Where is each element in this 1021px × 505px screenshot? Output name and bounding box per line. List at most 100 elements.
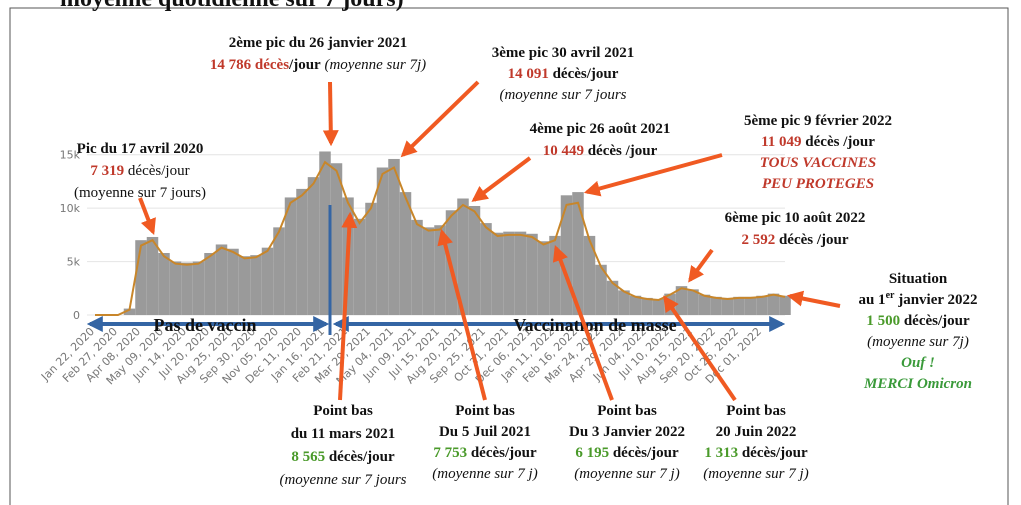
bar <box>491 232 504 315</box>
bar <box>480 223 492 315</box>
annotation-line: 20 Juin 2022 <box>716 424 797 440</box>
bar <box>181 262 193 315</box>
annotation-text: au 1 <box>858 292 885 308</box>
annotation-text: (moyenne sur 7j) <box>321 57 426 73</box>
annotation-line: 1 313 décès/jour <box>704 445 808 461</box>
bar <box>261 247 274 315</box>
annotation-text: Du 5 Juil 2021 <box>439 424 531 440</box>
period-label: Vaccination de masse <box>513 315 676 335</box>
annotation-line: 6 195 décès/jour <box>575 445 679 461</box>
annotation-text: 14 091 <box>508 66 549 82</box>
bar <box>537 241 550 315</box>
bar <box>606 280 619 315</box>
annotation-text: 4ème pic 26 août 2021 <box>530 121 671 137</box>
annotation-line: Du 3 Janvier 2022 <box>569 424 685 440</box>
y-tick-label: 15k <box>60 149 81 162</box>
annotation-text: décès/jour <box>738 445 808 461</box>
annotation-text: décès/jour <box>124 163 189 179</box>
y-tick-label: 0 <box>73 309 80 322</box>
annotation-text: décès/jour <box>467 445 537 461</box>
bar <box>376 167 389 315</box>
pointer-arrow <box>688 248 714 283</box>
pointer-arrow <box>338 211 358 401</box>
annotation-line: 8 565 décès/jour <box>291 449 395 465</box>
bar <box>503 231 515 315</box>
bar <box>549 235 561 315</box>
bar <box>618 290 630 315</box>
annotation-line: (moyenne sur 7 jours <box>499 87 626 103</box>
annotation-line: Point bas <box>726 403 786 419</box>
bar <box>767 293 780 315</box>
bar <box>319 151 331 315</box>
annotation-text: janvier 2022 <box>894 292 977 308</box>
annotation-text: (moyenne sur 7 jours) <box>74 185 206 201</box>
bar <box>779 295 791 315</box>
annotation-line: PEU PROTEGES <box>762 176 874 192</box>
annotation-line: 6ème pic 10 août 2022 <box>725 210 866 226</box>
bar <box>572 192 584 315</box>
annotation-text: 5ème pic 9 février 2022 <box>744 113 892 129</box>
annotation-text: 2 592 <box>741 232 775 248</box>
annotation-line: 3ème pic 30 avril 2021 <box>492 45 634 61</box>
bar <box>353 218 366 315</box>
annotation-line: 1 500 décès/jour <box>866 313 970 329</box>
bar <box>307 177 320 315</box>
frame <box>9 7 1009 505</box>
annotation-line: 2ème pic du 26 janvier 2021 <box>229 35 407 51</box>
chart-title: moyenne quotidienne sur 7 jours) <box>60 0 404 12</box>
pointer-arrow <box>663 295 737 402</box>
pointer-arrow <box>583 153 723 197</box>
annotation-text: (moyenne sur 7j) <box>867 334 969 350</box>
annotation-text: (moyenne sur 7 jours <box>279 472 406 488</box>
annotation-text: (moyenne sur 7 j) <box>432 466 537 482</box>
pointer-arrow <box>437 228 487 401</box>
annotation-text: (moyenne sur 7 jours <box>499 87 626 103</box>
annotation-line: 4ème pic 26 août 2021 <box>530 121 671 137</box>
bar <box>687 289 699 315</box>
annotation-text: 2ème pic du 26 janvier 2021 <box>229 35 407 51</box>
annotation-line: (moyenne sur 7 jours) <box>74 185 206 201</box>
bar <box>227 248 239 315</box>
bar <box>468 205 481 315</box>
annotation-text: décès /jour <box>775 232 849 248</box>
annotation-line: 7 319 décès/jour <box>90 163 189 179</box>
annotation-line: Point bas <box>455 403 515 419</box>
annotation-line: (moyenne sur 7 j) <box>432 466 537 482</box>
y-tick-label: 5k <box>67 256 81 269</box>
annotation-line: 11 049 décès /jour <box>761 134 875 150</box>
bar <box>146 236 159 315</box>
bar <box>756 295 768 315</box>
period-label: Pas de vaccin <box>154 315 257 335</box>
bar <box>434 225 446 315</box>
bar <box>560 195 573 315</box>
annotation-text: 7 753 <box>433 445 467 461</box>
bar <box>652 298 665 315</box>
bar <box>583 235 596 315</box>
annotation-line: du 11 mars 2021 <box>291 426 396 442</box>
bar <box>192 261 205 315</box>
annotation-text: décès/jour <box>549 66 619 82</box>
annotation-line: (moyenne sur 7 j) <box>574 466 679 482</box>
annotation-text: 20 Juin 2022 <box>716 424 797 440</box>
annotation-line: 14 091 décès/jour <box>508 66 619 82</box>
bar <box>629 295 642 315</box>
annotation-line: Ouf ! <box>901 355 935 371</box>
annotation-text: décès /jour <box>584 143 658 159</box>
annotation-text: Ouf ! <box>901 355 935 371</box>
y-tick-label: 10k <box>60 202 81 215</box>
bar <box>135 240 147 315</box>
annotation-line: (moyenne sur 7 jours <box>279 472 406 488</box>
annotation-text: 7 319 <box>90 163 124 179</box>
annotation-text: du 11 mars 2021 <box>291 426 396 442</box>
annotation-text: décès/jour <box>609 445 679 461</box>
annotation-text: Point bas <box>726 403 786 419</box>
bar <box>204 253 216 315</box>
annotation-text: décès/jour <box>325 449 395 465</box>
annotation-line: 2 592 décès /jour <box>741 232 848 248</box>
bar <box>215 244 228 315</box>
annotation-line: (moyenne sur 7j) <box>867 334 969 350</box>
annotation-text: (moyenne sur 7 j) <box>703 466 808 482</box>
pointer-arrow <box>400 80 480 158</box>
annotation-line: 5ème pic 9 février 2022 <box>744 113 892 129</box>
annotation-text: Point bas <box>313 403 373 419</box>
